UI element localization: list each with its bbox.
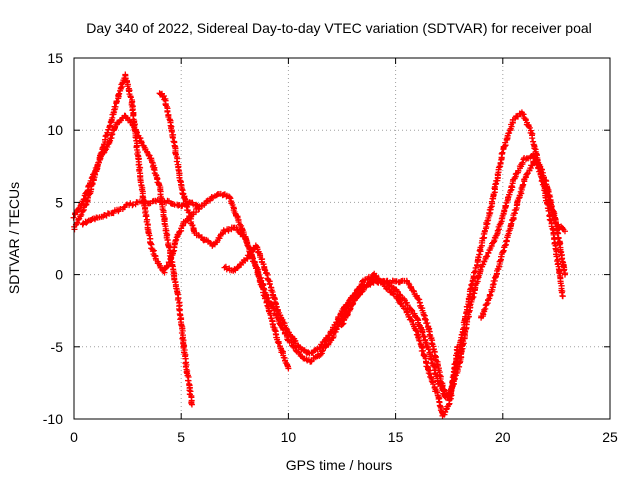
y-tick-label: 0 [55, 267, 63, 283]
plot-frame [73, 57, 611, 420]
y-tick-label: -5 [51, 339, 64, 355]
y-axis-label: SDTVAR / TECUs [6, 182, 22, 294]
y-tick-label: 15 [47, 50, 63, 66]
x-tick-label: 25 [602, 429, 618, 445]
series-track-d [79, 196, 202, 228]
plot-area [70, 71, 569, 419]
x-tick-label: 10 [281, 429, 297, 445]
grid [74, 58, 610, 419]
series-track-g [478, 155, 568, 321]
x-tick-label: 5 [177, 429, 185, 445]
data-markers [478, 155, 568, 321]
y-tick-label: 5 [55, 194, 63, 210]
x-tick-label: 15 [388, 429, 404, 445]
y-tick-label: 10 [47, 122, 63, 138]
data-markers [79, 196, 202, 228]
x-axis-label: GPS time / hours [286, 457, 393, 473]
axis-ticks: 0 5 10 15 20 25 -10 -5 0 5 10 15 [43, 50, 618, 445]
x-tick-label: 20 [495, 429, 511, 445]
x-tick-label: 0 [70, 429, 78, 445]
y-tick-label: -10 [43, 411, 63, 427]
chart-title: Day 340 of 2022, Sidereal Day-to-day VTE… [86, 20, 592, 36]
